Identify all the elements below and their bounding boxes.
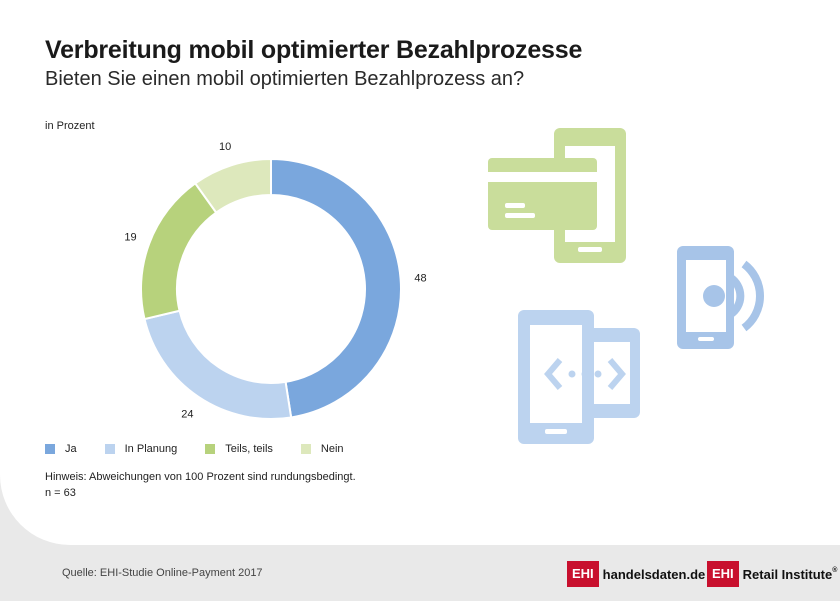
nfc-phone-icon — [677, 246, 764, 349]
data-label: 24 — [181, 409, 193, 421]
legend-item-ja: Ja — [45, 443, 77, 455]
legend-label: Ja — [65, 443, 77, 455]
chart-card: Verbreitung mobil optimierter Bezahlproz… — [0, 0, 840, 545]
brand-logo-box: EHI — [567, 561, 599, 587]
credit-card-phone-icon — [488, 128, 626, 263]
legend-swatch — [300, 444, 311, 454]
brand-handelsdaten[interactable]: EHI handelsdaten.de — [567, 561, 705, 587]
brand-logo-box: EHI — [707, 561, 739, 587]
brand-retail-institute[interactable]: EHI Retail Institute® — [707, 561, 837, 587]
data-label: 19 — [124, 231, 136, 243]
legend-item-in-planung: In Planung — [104, 443, 178, 455]
legend-swatch — [205, 444, 216, 454]
illustration — [488, 128, 764, 444]
legend-item-nein: Nein — [300, 443, 344, 455]
donut-segment-nein — [193, 157, 272, 215]
legend-label: In Planung — [124, 443, 178, 455]
brand-text: handelsdaten.de — [602, 566, 706, 582]
chart-subtitle: Bieten Sie einen mobil optimierten Bezah… — [45, 68, 525, 90]
data-label: 10 — [219, 141, 231, 153]
footnote: Hinweis: Abweichungen von 100 Prozent si… — [45, 469, 356, 501]
brand-text: Retail Institute® — [743, 567, 838, 582]
chart-title: Verbreitung mobil optimierter Bezahlproz… — [45, 36, 583, 64]
footnote-sample-size: n = 63 — [45, 487, 76, 499]
data-label: 48 — [414, 272, 426, 284]
donut-chart: 48 24 19 10 — [124, 141, 426, 421]
legend-swatch — [45, 444, 55, 454]
legend-item-teils-teils: Teils, teils — [205, 443, 273, 455]
footnote-rounding: Hinweis: Abweichungen von 100 Prozent si… — [45, 471, 356, 483]
unit-label: in Prozent — [45, 120, 95, 132]
registered-mark: ® — [832, 566, 838, 574]
legend-label: Nein — [320, 443, 344, 455]
brand-name: Retail Institute — [742, 566, 833, 582]
legend: Ja In Planung Teils, teils Nein — [45, 443, 372, 455]
legend-swatch — [104, 444, 115, 454]
donut-segment-ja — [270, 157, 402, 419]
code-phone-icon — [518, 310, 640, 444]
source-label: Quelle: EHI-Studie Online-Payment 2017 — [62, 567, 263, 579]
legend-label: Teils, teils — [225, 443, 273, 455]
